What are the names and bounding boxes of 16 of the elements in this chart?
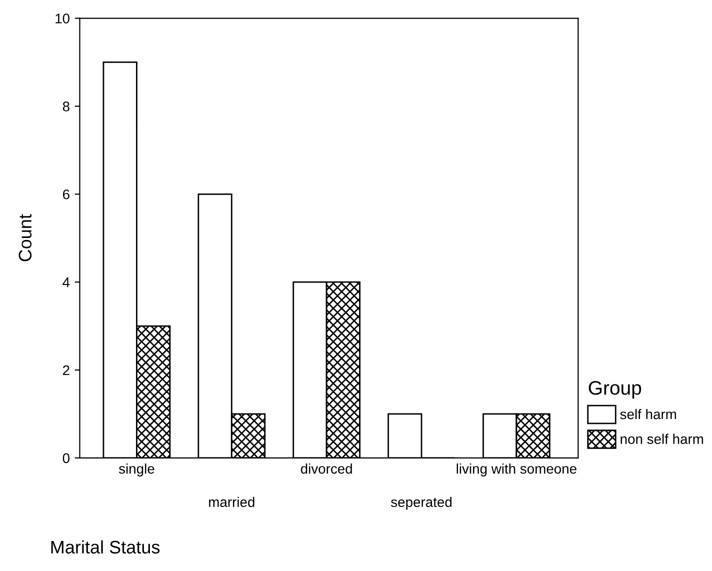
x-tick-label: divorced <box>300 464 352 474</box>
legend-label: self harm <box>620 408 676 420</box>
x-tick-label: married <box>209 496 254 508</box>
x-tick-label: living with someone <box>456 464 576 476</box>
y-tick-label: 0 <box>62 453 70 464</box>
y-tick-label: 10 <box>56 14 70 24</box>
y-axis-title: Count <box>18 214 32 262</box>
y-tick-label: 8 <box>62 102 70 112</box>
x-axis-title: Marital Status <box>51 540 160 554</box>
legend-label: non self harm <box>620 434 704 444</box>
legend-title: Group <box>588 381 642 399</box>
y-tick-label: 6 <box>63 189 70 200</box>
x-tick-label: single <box>118 464 154 476</box>
y-tick-label: 4 <box>62 278 70 288</box>
y-tick-label: 2 <box>62 365 70 376</box>
x-tick-label: seperated <box>391 496 452 510</box>
